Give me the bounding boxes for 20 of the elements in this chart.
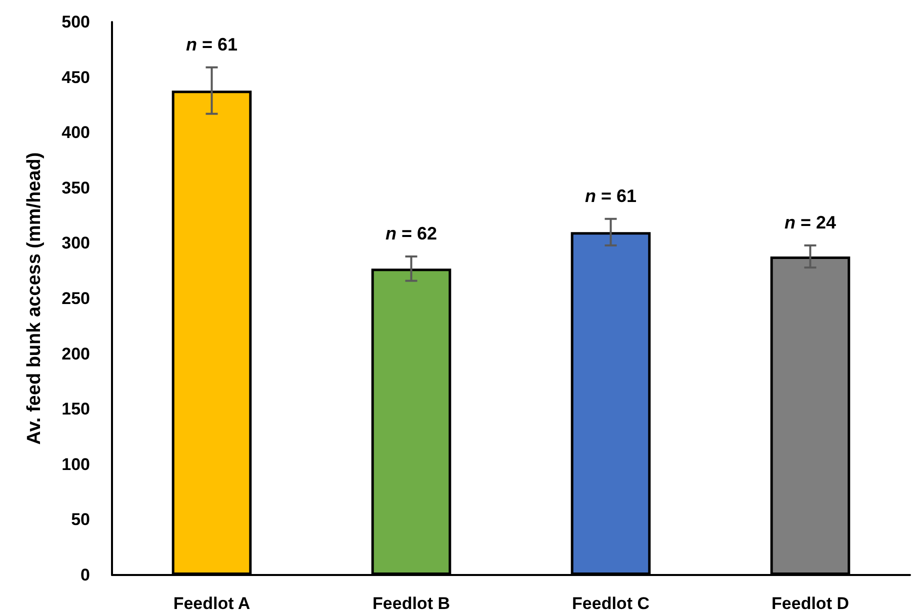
x-tick-label: Feedlot B xyxy=(372,594,450,613)
y-tick-label: 0 xyxy=(80,566,90,584)
x-tick-label: Feedlot D xyxy=(772,594,849,613)
annotation: n = 61 xyxy=(584,186,637,206)
y-tick-label: 200 xyxy=(62,344,90,364)
annotation: n = 24 xyxy=(784,212,836,232)
y-tick-label: 450 xyxy=(62,68,90,87)
y-tick-label: 150 xyxy=(62,400,90,419)
y-tick-label: 350 xyxy=(62,178,90,198)
y-axis-title: Av. feed bunk access (mm/head) xyxy=(24,152,45,445)
x-tick-label: Feedlot C xyxy=(572,594,650,613)
y-tick-label: 50 xyxy=(71,510,90,530)
y-tick-label: 400 xyxy=(62,123,90,142)
annotation: n = 62 xyxy=(385,223,438,244)
y-tick-label: 100 xyxy=(62,454,90,474)
y-tick-label: 500 xyxy=(62,12,90,32)
y-tick-label: 300 xyxy=(62,234,90,253)
y-tick-label: 250 xyxy=(62,289,90,308)
x-tick-label: Feedlot A xyxy=(173,594,250,613)
annotation: n = 61 xyxy=(186,34,238,54)
